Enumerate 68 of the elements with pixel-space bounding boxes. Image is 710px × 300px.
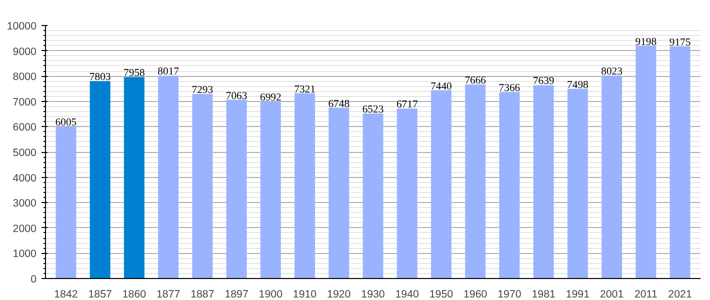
y-tick-label: 4000 — [12, 172, 37, 184]
data-label: 7366 — [498, 83, 521, 94]
data-label: 7498 — [567, 80, 588, 91]
y-tick-label: 9000 — [12, 46, 37, 58]
data-label: 6748 — [328, 98, 350, 110]
data-label: 7803 — [89, 72, 111, 84]
bar — [499, 92, 520, 278]
x-tick-label: 1981 — [532, 288, 556, 300]
y-tick-label: 2000 — [12, 222, 37, 235]
x-tick-label: 1860 — [122, 288, 146, 300]
x-tick-label: 1960 — [463, 288, 488, 300]
data-label: 9175 — [669, 37, 691, 48]
y-tick-label: 8000 — [12, 71, 37, 84]
data-label: 7958 — [124, 68, 145, 80]
data-label: 7666 — [464, 76, 487, 87]
y-tick-label: 1000 — [12, 248, 37, 260]
y-tick-label: 10000 — [6, 20, 37, 32]
bar — [90, 81, 110, 278]
bar — [158, 76, 179, 278]
data-label: 6992 — [260, 92, 282, 104]
data-label: 6523 — [362, 104, 384, 116]
x-tick-label: 2001 — [600, 288, 624, 300]
x-tick-label: 1910 — [292, 288, 317, 300]
bar — [636, 46, 656, 278]
bar — [670, 46, 690, 278]
bar — [226, 100, 247, 278]
y-tick-label: 0 — [30, 274, 37, 286]
bar — [192, 94, 213, 278]
x-tick-label: 1950 — [429, 288, 454, 300]
x-tick-label: 1920 — [327, 288, 351, 300]
x-tick-label: 1887 — [190, 288, 214, 300]
bar — [124, 77, 144, 278]
y-tick-label: 3000 — [12, 198, 37, 210]
bar — [430, 90, 452, 278]
data-label: 7293 — [192, 84, 214, 96]
bar — [56, 126, 76, 278]
bar — [328, 108, 350, 278]
x-tick-label: 1877 — [156, 288, 180, 300]
data-label: 9198 — [635, 36, 657, 48]
data-label: 7639 — [532, 76, 554, 88]
x-tick-label: 1857 — [88, 288, 112, 300]
x-tick-label: 2021 — [668, 288, 692, 300]
bar — [465, 84, 486, 278]
bar — [362, 113, 384, 278]
bar — [533, 85, 554, 278]
data-label: 7063 — [226, 90, 248, 102]
x-tick-label: 1897 — [224, 288, 248, 300]
data-label: 8017 — [158, 66, 180, 78]
bar — [294, 93, 316, 278]
bar — [260, 102, 281, 278]
data-label: 7440 — [430, 81, 452, 92]
data-label: 8023 — [601, 66, 622, 78]
y-tick-label: 6000 — [12, 122, 37, 134]
y-tick-label: 5000 — [12, 147, 37, 159]
x-tick-label: 2011 — [634, 288, 658, 300]
x-tick-label: 1900 — [258, 288, 283, 300]
bar — [396, 108, 418, 278]
y-tick-label: 7000 — [12, 96, 37, 108]
bar — [567, 88, 588, 278]
data-label: 6717 — [396, 100, 418, 111]
x-tick-label: 1970 — [498, 288, 522, 300]
x-tick-label: 1930 — [361, 288, 385, 300]
data-label: 7321 — [294, 84, 316, 96]
x-tick-label: 1842 — [54, 288, 78, 300]
bar — [602, 76, 622, 278]
data-label: 6005 — [55, 118, 77, 129]
x-tick-label: 1940 — [395, 288, 420, 300]
x-tick-label: 1991 — [566, 288, 590, 300]
